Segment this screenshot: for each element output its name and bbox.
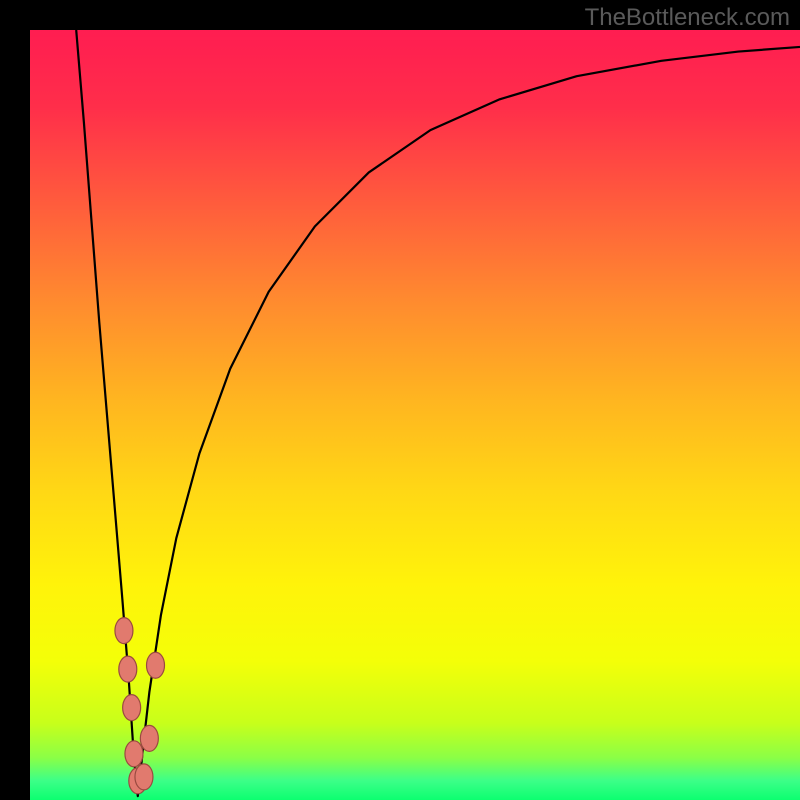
data-marker [140,725,158,751]
data-marker [119,656,137,682]
data-marker [135,764,153,790]
chart-background [30,30,800,800]
data-marker [147,652,165,678]
chart-svg [0,0,800,800]
data-marker [125,741,143,767]
bottleneck-chart: TheBottleneck.com [0,0,800,800]
data-marker [123,695,141,721]
data-marker [115,618,133,644]
